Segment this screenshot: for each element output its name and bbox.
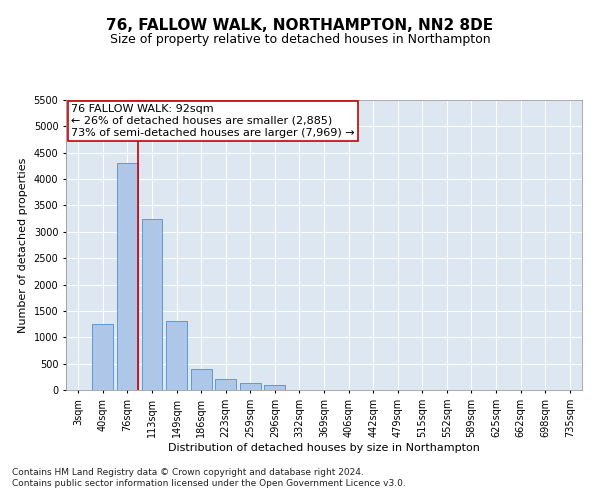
- Bar: [92, 324, 113, 390]
- Bar: [265, 384, 286, 390]
- Bar: [191, 369, 212, 390]
- Y-axis label: Number of detached properties: Number of detached properties: [18, 158, 28, 332]
- Text: Size of property relative to detached houses in Northampton: Size of property relative to detached ho…: [110, 32, 490, 46]
- Bar: [142, 218, 163, 390]
- Text: Contains HM Land Registry data © Crown copyright and database right 2024.
Contai: Contains HM Land Registry data © Crown c…: [12, 468, 406, 487]
- X-axis label: Distribution of detached houses by size in Northampton: Distribution of detached houses by size …: [168, 442, 480, 452]
- Bar: [117, 164, 138, 390]
- Bar: [215, 380, 236, 390]
- Bar: [166, 322, 187, 390]
- Text: 76 FALLOW WALK: 92sqm
← 26% of detached houses are smaller (2,885)
73% of semi-d: 76 FALLOW WALK: 92sqm ← 26% of detached …: [71, 104, 355, 138]
- Bar: [240, 383, 261, 390]
- Text: 76, FALLOW WALK, NORTHAMPTON, NN2 8DE: 76, FALLOW WALK, NORTHAMPTON, NN2 8DE: [106, 18, 494, 32]
